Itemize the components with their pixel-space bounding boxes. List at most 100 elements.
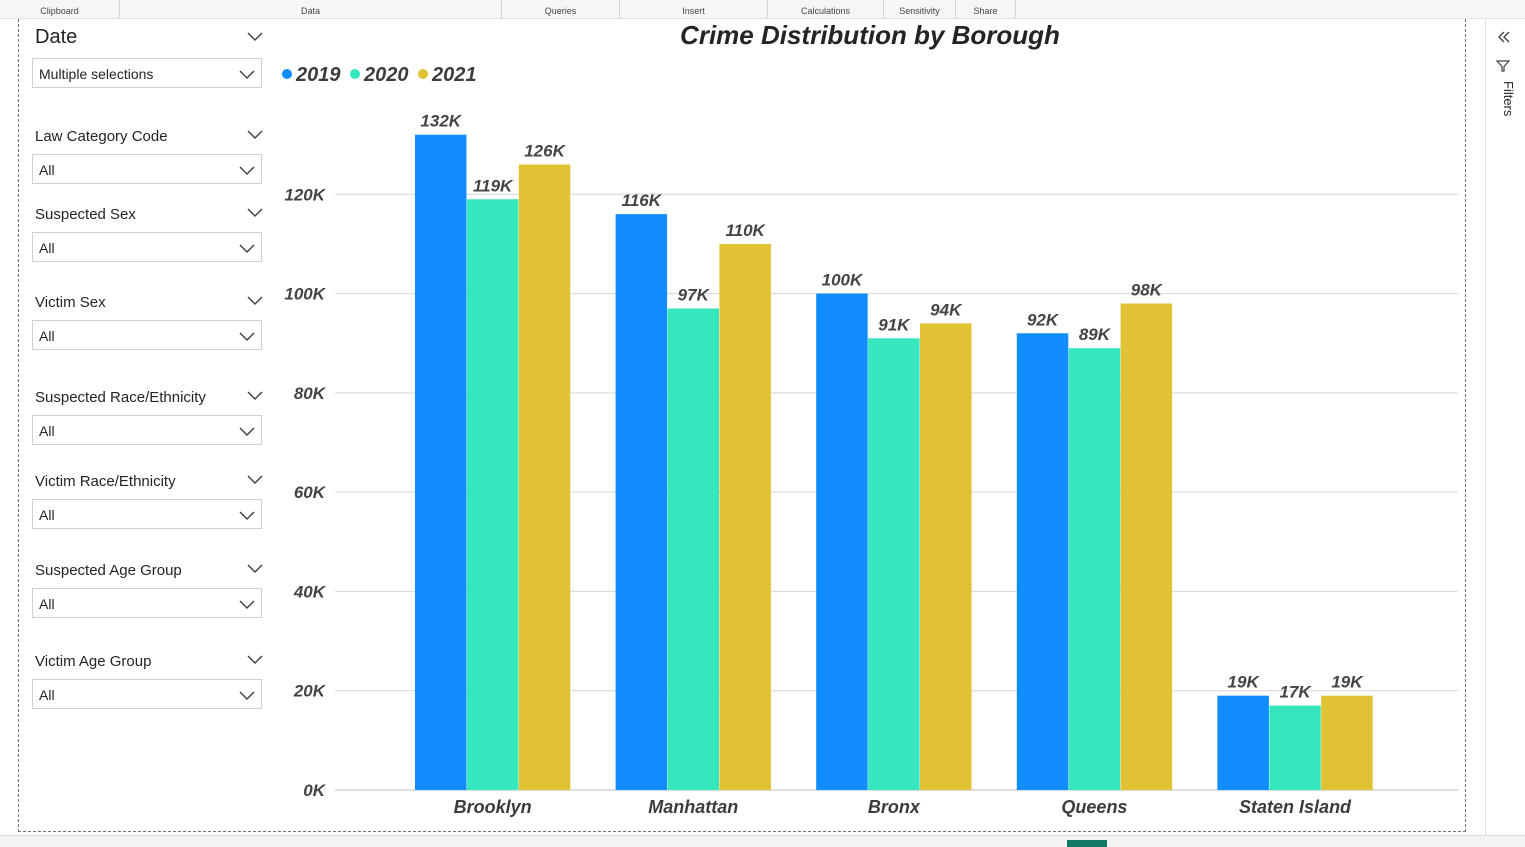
clustered-column-chart[interactable]: Crime Distribution by Borough 2019 2020 202…	[270, 19, 1464, 831]
filters-pane[interactable]: Filters	[1485, 19, 1525, 847]
data-label: 91K	[878, 315, 911, 334]
bar-queens-2020[interactable]	[1068, 348, 1121, 790]
slicer-victim-race-value: All	[39, 507, 55, 523]
y-tick-label: 60K	[294, 483, 327, 502]
y-tick-label: 120K	[284, 185, 326, 204]
slicer-suspected-sex-dropdown[interactable]: All	[32, 232, 262, 262]
legend-label-2021[interactable]: 2021	[431, 64, 477, 86]
data-label: 19K	[1228, 673, 1261, 692]
x-tick-label: Brooklyn	[454, 797, 532, 817]
chevron-down-icon	[239, 691, 255, 701]
filters-label[interactable]: Filters	[1501, 81, 1516, 117]
x-tick-label: Manhattan	[648, 797, 738, 817]
data-label: 19K	[1331, 673, 1364, 692]
bar-queens-2021[interactable]	[1120, 303, 1173, 791]
slicer-victim-sex-value: All	[39, 328, 55, 344]
y-tick-label: 100K	[284, 285, 326, 304]
bar-staten-island-2020[interactable]	[1269, 705, 1321, 790]
legend-marker-2021[interactable]	[418, 69, 428, 79]
data-label: 119K	[473, 176, 514, 195]
data-label: 116K	[622, 191, 663, 210]
double-chevron-left-icon[interactable]	[1496, 29, 1512, 45]
bar-staten-island-2019[interactable]	[1217, 695, 1269, 790]
data-label: 92K	[1027, 310, 1060, 329]
slicer-victim-race-dropdown[interactable]: All	[32, 499, 262, 529]
ribbon-group-share[interactable]: Share	[956, 0, 1016, 19]
bar-staten-island-2021[interactable]	[1321, 695, 1373, 790]
legend-marker-2020[interactable]	[350, 69, 360, 79]
ribbon-group-calculations[interactable]: Calculations	[768, 0, 884, 19]
data-label: 110K	[725, 221, 766, 240]
legend-marker-2019[interactable]	[282, 69, 292, 79]
slicer-suspected-race-header[interactable]: Suspected Race/Ethnicity	[35, 389, 263, 406]
bar-manhattan-2020[interactable]	[667, 308, 720, 790]
slicer-date-title: Date	[35, 26, 78, 48]
slicer-victim-sex-header[interactable]: Victim Sex	[35, 294, 263, 311]
ribbon-group-sensitivity[interactable]: Sensitivity	[884, 0, 956, 19]
chevron-down-icon[interactable]	[247, 562, 263, 574]
slicer-victim-sex-title: Victim Sex	[35, 294, 106, 311]
active-page-tab[interactable]	[1067, 840, 1107, 847]
bar-brooklyn-2020[interactable]	[466, 199, 519, 790]
bar-manhattan-2021[interactable]	[719, 243, 771, 790]
slicer-date-dropdown[interactable]: Multiple selections	[32, 58, 262, 88]
ribbon-group-data[interactable]: Data	[120, 0, 502, 19]
filter-funnel-icon	[1496, 60, 1510, 72]
bar-brooklyn-2019[interactable]	[415, 134, 467, 790]
chevron-down-icon[interactable]	[247, 30, 263, 42]
bar-manhattan-2019[interactable]	[615, 214, 668, 791]
slicer-law-category-dropdown[interactable]: All	[32, 154, 262, 184]
slicer-victim-sex-dropdown[interactable]: All	[32, 320, 262, 350]
data-label: 94K	[930, 300, 963, 319]
slicer-suspected-race-value: All	[39, 423, 55, 439]
y-tick-label: 20K	[293, 682, 327, 701]
chevron-down-icon	[239, 600, 255, 610]
data-label: 100K	[822, 271, 864, 290]
slicer-suspected-age-value: All	[39, 596, 55, 612]
x-tick-label: Staten Island	[1239, 797, 1352, 817]
bar-bronx-2019[interactable]	[816, 293, 868, 790]
chart-title: Crime Distribution by Borough	[680, 20, 1060, 50]
slicer-date-value: Multiple selections	[39, 66, 154, 82]
ribbon-group-clipboard[interactable]: Clipboard	[0, 0, 120, 19]
chevron-down-icon[interactable]	[247, 206, 263, 218]
chevron-down-icon[interactable]	[247, 389, 263, 401]
slicer-victim-age-header[interactable]: Victim Age Group	[35, 653, 263, 670]
chevron-down-icon[interactable]	[247, 128, 263, 140]
data-label: 132K	[420, 112, 462, 131]
slicer-date-header[interactable]: Date	[35, 26, 263, 49]
slicer-suspected-age-header[interactable]: Suspected Age Group	[35, 562, 263, 579]
slicer-law-category-header[interactable]: Law Category Code	[35, 128, 263, 145]
y-tick-label: 40K	[293, 582, 327, 601]
data-label: 97K	[678, 285, 711, 304]
data-label: 98K	[1131, 281, 1164, 300]
chevron-down-icon[interactable]	[247, 473, 263, 485]
chevron-down-icon[interactable]	[247, 294, 263, 306]
slicer-suspected-race-dropdown[interactable]: All	[32, 415, 262, 445]
bar-bronx-2020[interactable]	[868, 338, 920, 790]
bar-queens-2019[interactable]	[1016, 333, 1069, 790]
slicer-victim-age-value: All	[39, 687, 55, 703]
chevron-down-icon[interactable]	[247, 653, 263, 665]
slicer-suspected-sex-title: Suspected Sex	[35, 206, 136, 223]
slicer-victim-age-dropdown[interactable]: All	[32, 679, 262, 709]
data-label: 17K	[1279, 683, 1312, 702]
slicer-law-category-title: Law Category Code	[35, 128, 168, 145]
slicer-victim-race-header[interactable]: Victim Race/Ethnicity	[35, 473, 263, 490]
slicer-victim-age-title: Victim Age Group	[35, 653, 152, 670]
slicer-suspected-age-dropdown[interactable]: All	[32, 588, 262, 618]
chevron-down-icon	[239, 332, 255, 342]
chevron-down-icon	[239, 166, 255, 176]
bar-brooklyn-2021[interactable]	[518, 164, 571, 791]
slicer-suspected-sex-header[interactable]: Suspected Sex	[35, 206, 263, 223]
ribbon-group-queries[interactable]: Queries	[502, 0, 620, 19]
ribbon-group-insert[interactable]: Insert	[620, 0, 768, 19]
legend-label-2019[interactable]: 2019	[295, 64, 341, 86]
x-tick-label: Bronx	[868, 797, 921, 817]
legend-label-2020[interactable]: 2020	[363, 64, 409, 86]
x-tick-label: Queens	[1061, 797, 1127, 817]
slicer-suspected-sex-value: All	[39, 240, 55, 256]
data-label: 126K	[524, 142, 566, 161]
bar-bronx-2021[interactable]	[920, 323, 972, 790]
slicer-law-category-value: All	[39, 162, 55, 178]
